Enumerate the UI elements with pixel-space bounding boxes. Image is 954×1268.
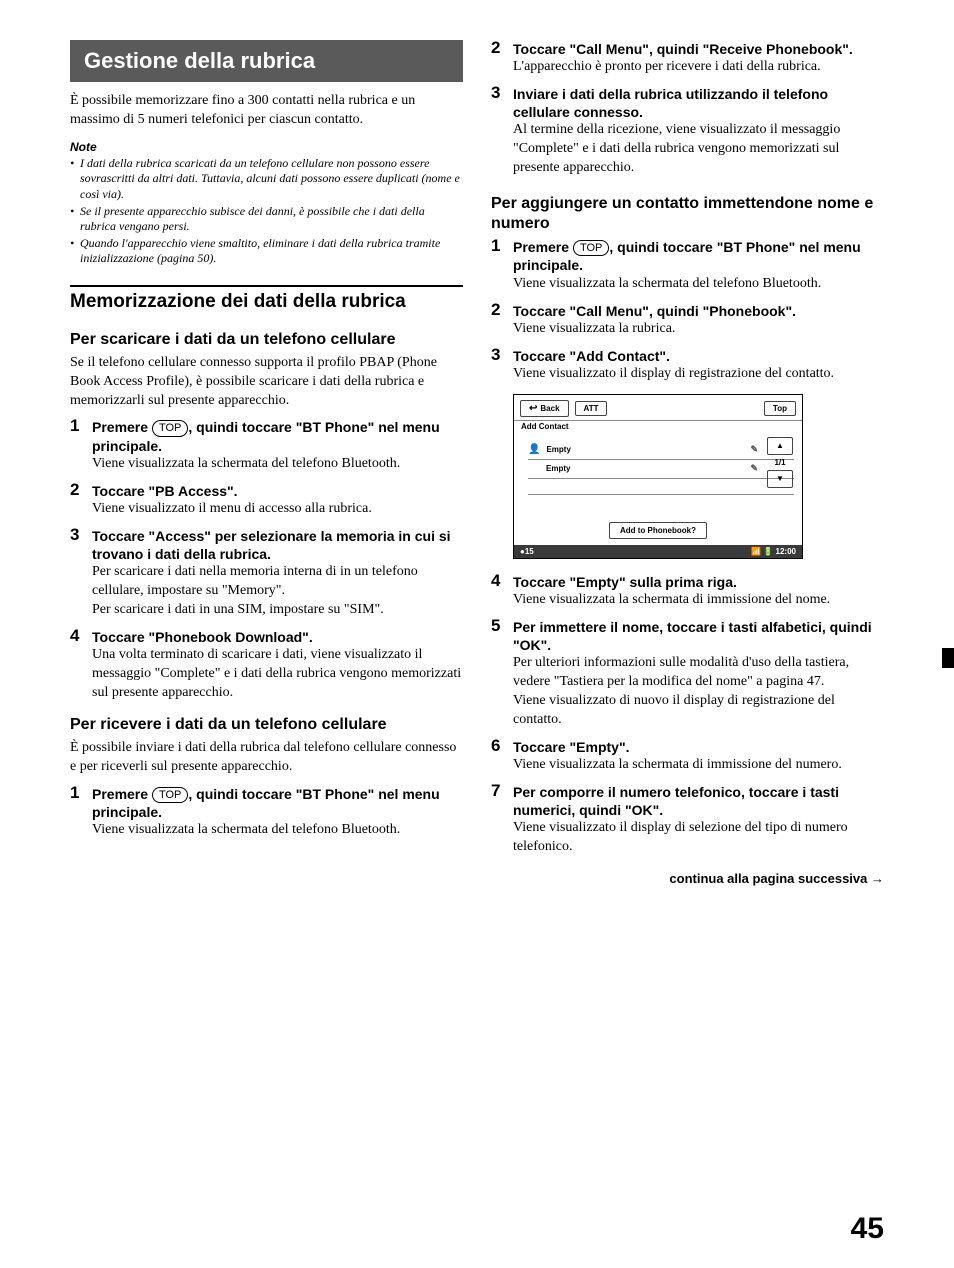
- step-body: Al termine della ricezione, viene visual…: [513, 121, 884, 178]
- step-item: Toccare "Call Menu", quindi "Receive Pho…: [491, 40, 884, 77]
- ui-top-button[interactable]: Top: [764, 401, 796, 416]
- section-banner: Gestione della rubrica: [70, 40, 463, 82]
- step-title: Toccare "Empty" sulla prima riga.: [513, 573, 884, 591]
- step-body: Viene visualizzata la rubrica.: [513, 320, 884, 339]
- step-item: Toccare "Empty" sulla prima riga. Viene …: [491, 573, 884, 610]
- note-item: Se il presente apparecchio subisce dei d…: [70, 204, 463, 235]
- step-body: Viene visualizzato il display di registr…: [513, 365, 884, 384]
- step-title: Premere TOP, quindi toccare "BT Phone" n…: [92, 785, 463, 821]
- top-button-icon: TOP: [152, 420, 188, 436]
- receive-intro: È possibile inviare i dati della rubrica…: [70, 739, 463, 777]
- continue-text: continua alla pagina successiva →: [491, 871, 884, 886]
- step-body: Viene visualizzato il menu di accesso al…: [92, 500, 463, 519]
- step-title: Premere TOP, quindi toccare "BT Phone" n…: [92, 418, 463, 454]
- step-title: Toccare "Phonebook Download".: [92, 628, 463, 646]
- ui-name-row[interactable]: 👤 Empty ✎: [528, 441, 794, 460]
- step-item: Toccare "Empty". Viene visualizzata la s…: [491, 738, 884, 775]
- step-item: Per immettere il nome, toccare i tasti a…: [491, 618, 884, 730]
- step-title: Toccare "Access" per selezionare la memo…: [92, 527, 463, 563]
- step-title: Per comporre il numero telefonico, tocca…: [513, 783, 884, 819]
- heading-receive: Per ricevere i dati da un telefono cellu…: [70, 715, 463, 735]
- ui-number-row[interactable]: Empty ✎: [528, 460, 794, 479]
- note-list: I dati della rubrica scaricati da un tel…: [70, 156, 463, 267]
- step-body: Una volta terminato di scaricare i dati,…: [92, 646, 463, 703]
- step-title: Toccare "Call Menu", quindi "Receive Pho…: [513, 40, 884, 58]
- ui-page-up-button[interactable]: ▲: [767, 437, 793, 455]
- ui-page-down-button[interactable]: ▼: [767, 470, 793, 488]
- step-body: Per scaricare i dati nella memoria inter…: [92, 563, 463, 620]
- side-tab: [942, 648, 954, 668]
- step-item: Toccare "Phonebook Download". Una volta …: [70, 628, 463, 703]
- step-title: Toccare "Add Contact".: [513, 347, 884, 365]
- person-icon: 👤: [528, 444, 540, 455]
- step-title: Toccare "Empty".: [513, 738, 884, 756]
- divider: [70, 285, 463, 287]
- receive-steps-left: Premere TOP, quindi toccare "BT Phone" n…: [70, 785, 463, 840]
- ui-number-field: Empty: [546, 464, 744, 473]
- edit-icon: ✎: [750, 444, 758, 455]
- ui-att-button[interactable]: ATT: [575, 401, 608, 416]
- add-steps-b: Toccare "Empty" sulla prima riga. Viene …: [491, 573, 884, 857]
- ui-pager: ▲ 1/1 ▼: [766, 437, 794, 488]
- step-title: Toccare "PB Access".: [92, 482, 463, 500]
- step-item: Toccare "Access" per selezionare la memo…: [70, 527, 463, 620]
- ui-page-indicator: 1/1: [774, 458, 785, 467]
- step-item: Inviare i dati della rubrica utilizzando…: [491, 85, 884, 178]
- step-body: Viene visualizzata la schermata del tele…: [513, 275, 884, 294]
- ui-screen-title: Add Contact: [514, 421, 802, 435]
- heading-add-contact: Per aggiungere un contatto immettendone …: [491, 194, 884, 234]
- ui-screenshot: ↩Back ATT Top Add Contact 👤 Empty ✎ Empt…: [513, 394, 803, 559]
- heading-memo: Memorizzazione dei dati della rubrica: [70, 291, 463, 314]
- step-body: L'apparecchio è pronto per ricevere i da…: [513, 58, 884, 77]
- note-item: I dati della rubrica scaricati da un tel…: [70, 156, 463, 203]
- step-body: Viene visualizzata la schermata del tele…: [92, 821, 463, 840]
- ui-add-phonebook-button[interactable]: Add to Phonebook?: [609, 522, 707, 539]
- step-title: Inviare i dati della rubrica utilizzando…: [513, 85, 884, 121]
- download-intro: Se il telefono cellulare connesso suppor…: [70, 354, 463, 411]
- back-arrow-icon: ↩: [529, 403, 537, 414]
- top-button-icon: TOP: [573, 240, 609, 256]
- ui-status-bar: ●15 📶 🔋 12:00: [514, 545, 802, 558]
- receive-steps-right: Toccare "Call Menu", quindi "Receive Pho…: [491, 40, 884, 178]
- top-button-icon: TOP: [152, 787, 188, 803]
- step-item: Premere TOP, quindi toccare "BT Phone" n…: [70, 418, 463, 473]
- note-label: Note: [70, 140, 463, 154]
- step-item: Premere TOP, quindi toccare "BT Phone" n…: [491, 238, 884, 293]
- note-item: Quando l'apparecchio viene smaltito, eli…: [70, 236, 463, 267]
- page-number: 45: [851, 1212, 884, 1246]
- arrow-right-icon: →: [871, 871, 884, 886]
- step-body: Per ulteriori informazioni sulle modalit…: [513, 654, 884, 730]
- ui-name-field: Empty: [546, 445, 744, 454]
- step-title: Toccare "Call Menu", quindi "Phonebook".: [513, 302, 884, 320]
- step-title: Premere TOP, quindi toccare "BT Phone" n…: [513, 238, 884, 274]
- intro-text: È possibile memorizzare fino a 300 conta…: [70, 92, 463, 130]
- step-body: Viene visualizzata la schermata del tele…: [92, 455, 463, 474]
- step-item: Per comporre il numero telefonico, tocca…: [491, 783, 884, 857]
- ui-topbar: ↩Back ATT Top: [514, 395, 802, 421]
- add-steps-a: Premere TOP, quindi toccare "BT Phone" n…: [491, 238, 884, 384]
- ui-status-right: 📶 🔋 12:00: [751, 547, 796, 556]
- heading-download: Per scaricare i dati da un telefono cell…: [70, 330, 463, 350]
- step-item: Toccare "Call Menu", quindi "Phonebook".…: [491, 302, 884, 339]
- step-title: Per immettere il nome, toccare i tasti a…: [513, 618, 884, 654]
- step-body: Viene visualizzato il display di selezio…: [513, 819, 884, 857]
- ui-status-left: ●15: [520, 547, 534, 556]
- ui-empty-row: [528, 479, 794, 495]
- download-steps: Premere TOP, quindi toccare "BT Phone" n…: [70, 418, 463, 702]
- ui-body: 👤 Empty ✎ Empty ✎ ▲ 1/1 ▼ Add to Phonebo…: [514, 435, 802, 545]
- step-body: Viene visualizzata la schermata di immis…: [513, 591, 884, 610]
- step-body: Viene visualizzata la schermata di immis…: [513, 756, 884, 775]
- ui-back-button[interactable]: ↩Back: [520, 400, 569, 417]
- step-item: Premere TOP, quindi toccare "BT Phone" n…: [70, 785, 463, 840]
- step-item: Toccare "Add Contact". Viene visualizzat…: [491, 347, 884, 384]
- step-item: Toccare "PB Access". Viene visualizzato …: [70, 482, 463, 519]
- edit-icon: ✎: [750, 463, 758, 474]
